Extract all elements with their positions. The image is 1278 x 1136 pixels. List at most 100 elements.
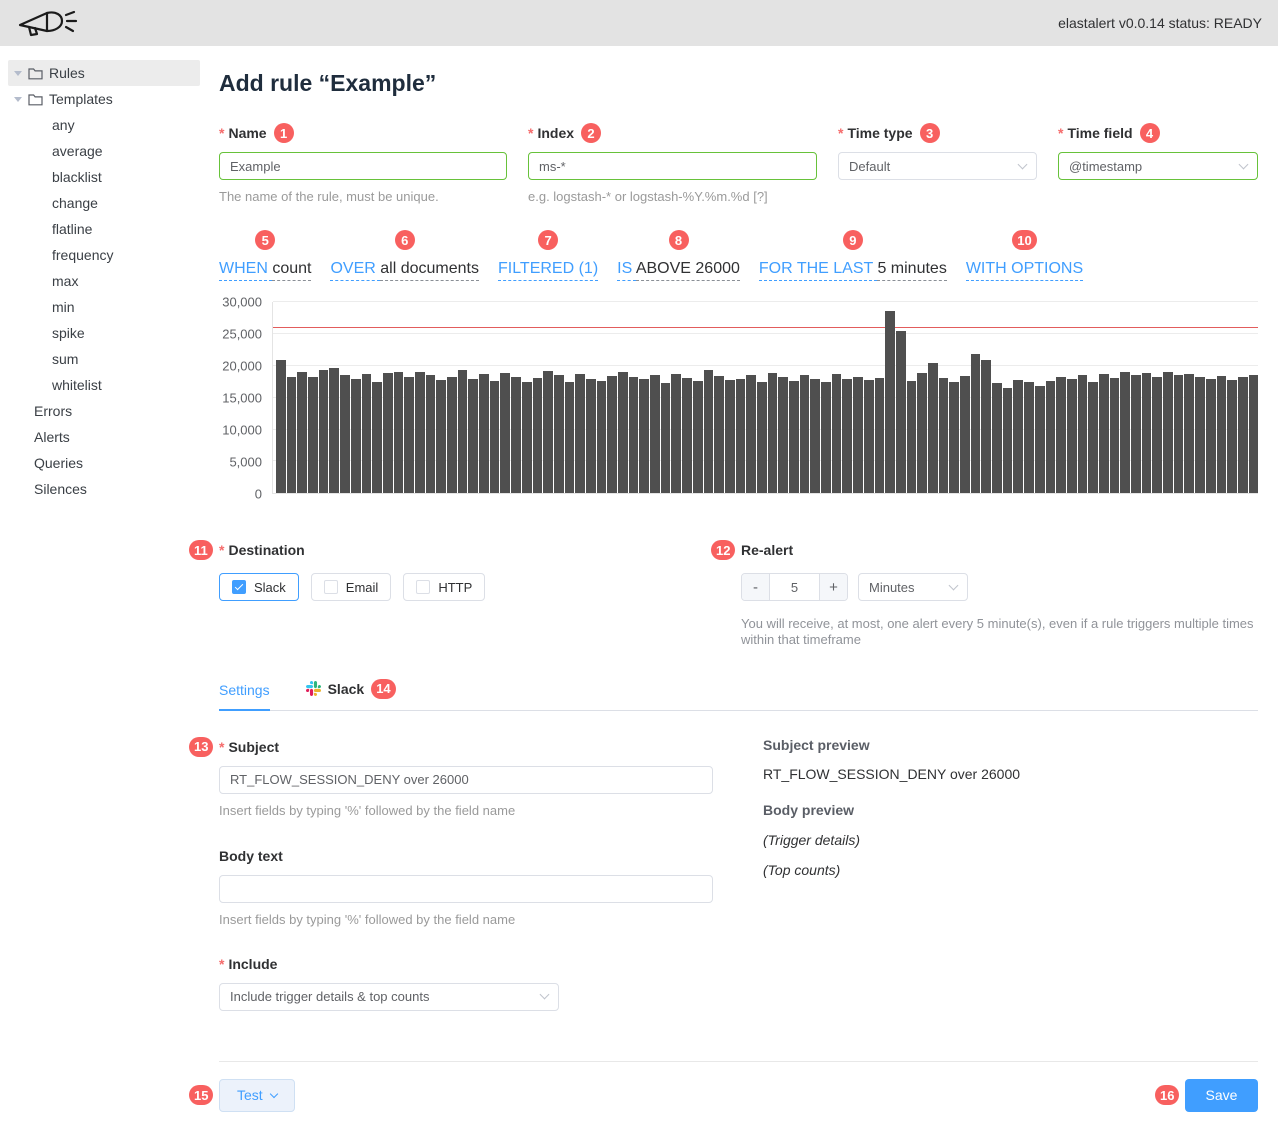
sidebar-item-errors[interactable]: Errors [8,398,200,424]
preview-panel: Subject preview RT_FLOW_SESSION_DENY ove… [763,737,1258,1011]
chart-y-tick-label: 10,000 [222,422,262,438]
stepper-increase-button[interactable]: + [819,574,847,601]
alert-tabs: Settings Slack 14 [219,678,1258,711]
sidebar-item-templates[interactable]: Templates [8,86,200,112]
chart-bar [692,381,703,494]
chart-bar [981,359,992,494]
realert-value[interactable]: 5 [790,579,799,595]
name-label: * Name 1 [219,123,507,143]
query-phrase-8[interactable]: 8 IS ABOVE 26000 [617,230,740,281]
subject-input[interactable] [219,765,713,794]
annotation-badge-3: 3 [919,123,940,143]
destination-label-text: Destination [228,542,305,559]
destination-section: 11 * Destination Slack Email HTTP [189,540,741,649]
destination-option-email[interactable]: Email [310,573,392,602]
name-input[interactable] [219,152,507,180]
body-text-label: Body text [219,846,713,866]
test-button-wrap: 15 Test [189,1078,295,1112]
test-button-label: Test [237,1087,263,1104]
chart-bar [863,379,874,494]
query-keyword[interactable]: WITH OPTIONS [965,260,1084,281]
chart-bar [1195,377,1205,494]
chart-bar [767,372,778,494]
annotation-badge-9: 9 [842,230,863,250]
chart-bar [1034,385,1045,494]
query-value[interactable]: ABOVE 26000 [635,260,740,281]
time-type-select[interactable]: Default [838,152,1037,180]
query-keyword[interactable]: WHEN [219,260,273,281]
sidebar-item-blacklist[interactable]: blacklist [8,164,200,190]
query-keyword[interactable]: OVER [330,260,381,281]
query-value[interactable]: 5 minutes [877,260,947,281]
sidebar-item-change[interactable]: change [8,190,200,216]
chart-bar [361,374,372,494]
tab-settings[interactable]: Settings [219,682,270,711]
caret-down-icon[interactable] [14,96,22,102]
sidebar-item-flatline[interactable]: flatline [8,216,200,242]
sidebar-item-silences[interactable]: Silences [8,476,200,502]
include-label: * Include [219,954,713,974]
query-keyword[interactable]: FOR THE LAST [758,260,878,281]
required-marker: * [528,125,534,141]
subject-label: 13 * Subject [189,736,713,757]
sidebar-item-min[interactable]: min [8,294,200,320]
chart-bar [1077,375,1088,494]
chart-bar [799,375,810,494]
chevron-down-icon [269,1089,278,1098]
sidebar-item-rules[interactable]: Rules [8,60,200,86]
sidebar-item-whitelist[interactable]: whitelist [8,372,200,398]
chart-bar [543,370,553,494]
test-button[interactable]: Test [219,1078,295,1112]
annotation-badge-8: 8 [668,230,689,250]
time-type-value: Default [849,158,891,174]
sidebar-item-label: Errors [34,403,73,419]
stepper-decrease-button[interactable]: - [742,574,770,601]
query-keyword[interactable]: FILTERED (1) [497,260,599,281]
sidebar-item-frequency[interactable]: frequency [8,242,200,268]
query-phrase-10[interactable]: 10 WITH OPTIONS [965,230,1084,281]
body-text-help: Insert fields by typing '%' followed by … [219,911,516,927]
sidebar-item-queries[interactable]: Queries [8,450,200,476]
subject-label-text: Subject [228,738,280,755]
chart-bar [276,359,286,494]
chart-plot [272,301,1259,495]
query-phrase-6[interactable]: 6 OVER all documents [330,230,479,281]
annotation-badge-16: 16 [1155,1085,1180,1106]
sidebar-item-spike[interactable]: spike [8,320,200,346]
query-value[interactable]: all documents [380,260,479,281]
index-input[interactable] [528,152,817,180]
query-value[interactable]: count [272,260,312,281]
body-text-input[interactable] [219,874,713,903]
chart-bar [671,373,682,494]
sidebar-item-sum[interactable]: sum [8,346,200,372]
chart-bar [500,372,511,494]
chart-bar [436,379,446,494]
time-type-label-text: Time type [847,125,913,141]
tab-slack[interactable]: Slack 14 [305,678,396,710]
sidebar-item-average[interactable]: average [8,138,200,164]
destination-option-slack[interactable]: Slack [219,573,299,602]
required-marker: * [838,125,844,141]
query-keyword[interactable]: IS [617,260,636,281]
sidebar-item-max[interactable]: max [8,268,200,294]
chart-bar [992,383,1002,494]
page-title: Add rule “Example” [219,70,437,96]
sidebar-item-label: average [52,143,103,159]
sidebar-item-alerts[interactable]: Alerts [8,424,200,450]
chart-bar [1205,379,1216,494]
save-button[interactable]: Save [1185,1078,1258,1112]
realert-label-text: Re-alert [741,542,794,559]
realert-unit-select[interactable]: Minutes [858,573,968,602]
query-phrase-9[interactable]: 9 FOR THE LAST 5 minutes [758,230,947,281]
chart-bar [489,381,500,494]
query-phrase-5[interactable]: 5 WHEN count [219,230,312,281]
time-field-select[interactable]: @timestamp [1058,152,1258,180]
praeco-logo[interactable] [16,8,78,38]
chart-bar [372,382,382,494]
query-phrase-7[interactable]: 7 FILTERED (1) [497,230,599,281]
settings-form: 13 * Subject Insert fields by typing '%'… [189,736,713,1011]
include-select[interactable]: Include trigger details & top counts [219,982,559,1011]
sidebar-item-any[interactable]: any [8,112,200,138]
destination-option-http[interactable]: HTTP [403,573,486,602]
caret-down-icon[interactable] [14,70,22,76]
